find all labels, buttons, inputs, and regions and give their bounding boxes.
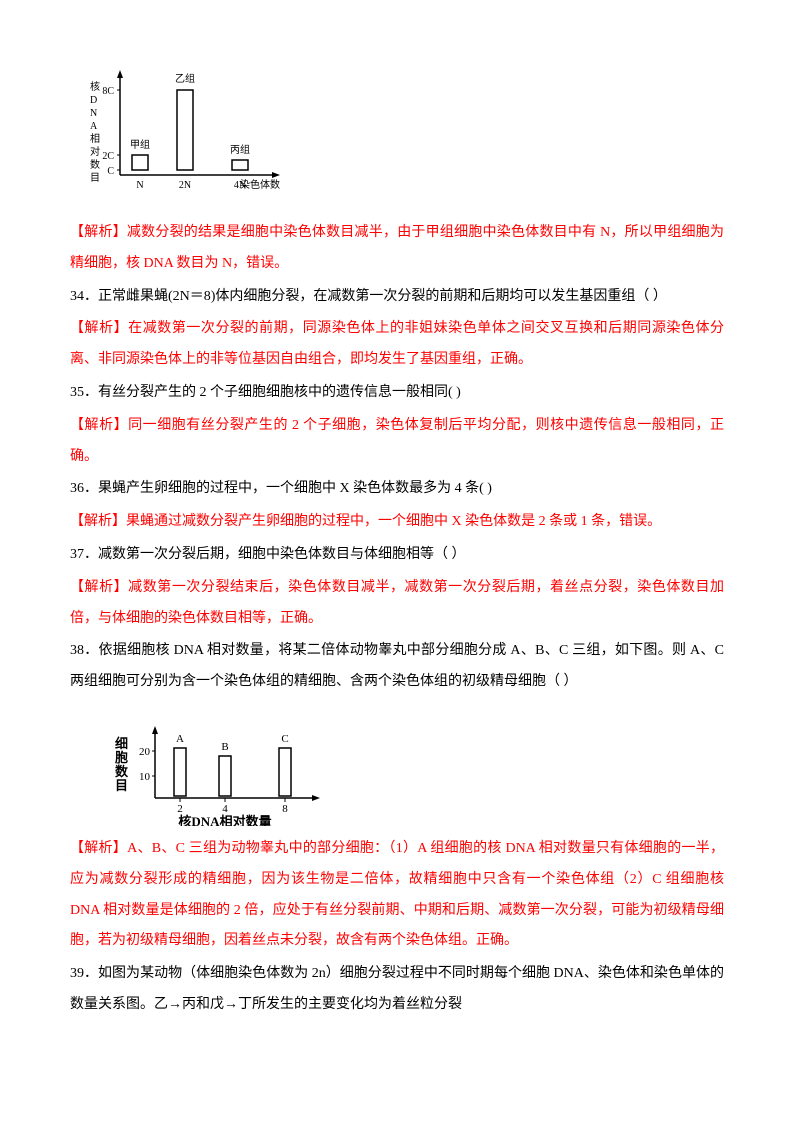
analysis-35: 【解析】同一细胞有丝分裂产生的 2 个子细胞，染色体复制后平均分配，则核中遗传信… [70,411,724,473]
svg-text:N: N [90,108,97,119]
svg-text:乙组: 乙组 [175,72,195,85]
svg-text:A: A [176,733,184,745]
analysis-34: 【解析】在减数第一次分裂的前期，同源染色体上的非姐妹染色单体之间交叉互换和后期同… [70,314,724,376]
question-38: 38．依据细胞核 DNA 相对数量，将某二倍体动物睾丸中部分细胞分成 A、B、C… [70,636,724,698]
svg-text:目: 目 [90,173,100,184]
svg-text:C: C [281,733,288,745]
svg-text:10: 10 [139,771,151,783]
svg-text:胞: 胞 [114,750,128,765]
svg-text:对: 对 [90,145,100,158]
question-36: 36．果蝇产生卵细胞的过程中，一个细胞中 X 染色体数最多为 4 条( ) [70,474,724,505]
question-34: 34．正常雌果蝇(2N＝8)体内细胞分裂，在减数第一次分裂的前期和后期均可以发生… [70,282,724,313]
analysis-37: 【解析】减数第一次分裂结束后，染色体数目减半，减数第一次分裂后期，着丝点分裂，染… [70,573,724,635]
svg-text:核: 核 [90,80,100,93]
svg-text:8C: 8C [102,86,114,97]
svg-text:D: D [90,95,97,106]
svg-text:目: 目 [115,778,128,793]
question-35: 35．有丝分裂产生的 2 个子细胞细胞核中的遗传信息一般相同( ) [70,378,724,409]
svg-text:A: A [90,121,98,132]
svg-text:甲组: 甲组 [130,138,150,151]
analysis-36: 【解析】果蝇通过减数分裂产生卵细胞的过程中，一个细胞中 X 染色体数是 2 条或… [70,507,724,538]
svg-text:N: N [136,180,143,191]
svg-text:核DNA相对数量: 核DNA相对数量 [178,814,271,826]
svg-text:细: 细 [115,736,128,751]
question-39: 39．如图为某动物（体细胞染色体数为 2n）细胞分裂过程中不同时期每个细胞 DN… [70,959,724,1021]
question-37: 37．减数第一次分裂后期，细胞中染色体数目与体细胞相等（ ） [70,540,724,571]
analysis-38: 【解析】A、B、C 三组为动物睾丸中的部分细胞：（1）A 组细胞的核 DNA 相… [70,834,724,957]
svg-text:相: 相 [90,132,100,145]
svg-text:2C: 2C [102,151,114,162]
svg-text:染色体数: 染色体数 [240,178,280,191]
analysis-33: 【解析】减数分裂的结果是细胞中染色体数目减半，由于甲组细胞中染色体数目中有 N，… [70,218,724,280]
svg-text:丙组: 丙组 [230,143,250,156]
svg-text:20: 20 [139,746,151,758]
svg-text:数: 数 [115,764,129,779]
svg-text:8: 8 [282,803,288,815]
svg-text:C: C [107,166,114,177]
chart1-svg: C2C8C核DNA相对数目N2N4N染色体数甲组乙组丙组 [80,60,290,210]
chart2-svg: 1020细胞数目248核DNA相对数量ABC [100,706,330,826]
chart-cell-count-dna: 1020细胞数目248核DNA相对数量ABC [100,706,724,826]
chart-chromosome-dna: C2C8C核DNA相对数目N2N4N染色体数甲组乙组丙组 [80,60,724,210]
svg-text:2N: 2N [179,180,191,191]
svg-text:B: B [221,741,228,753]
svg-text:数: 数 [90,158,100,171]
